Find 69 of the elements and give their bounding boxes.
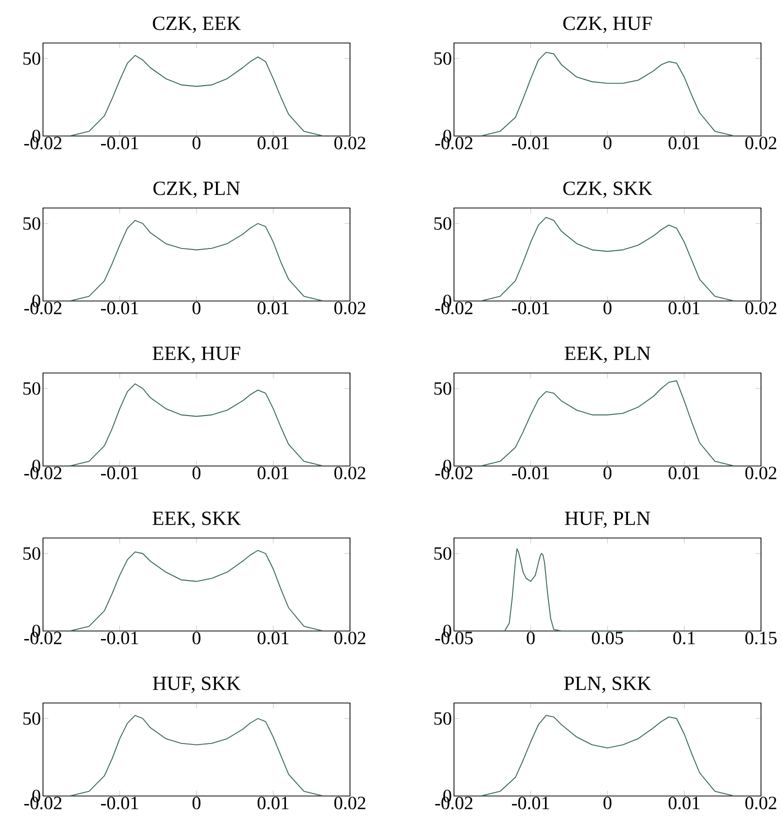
- x-tick-label: 0.01: [668, 796, 700, 810]
- x-tick-label: 0.1: [673, 632, 695, 644]
- line-series: [69, 383, 324, 466]
- x-tick-label: 0: [604, 302, 612, 314]
- x-tick-label: 0.02: [745, 302, 776, 314]
- x-tick-label: 0.01: [668, 302, 700, 314]
- y-tick-label: 50: [434, 52, 452, 65]
- line-series: [480, 52, 735, 136]
- x-tick-label: -0.01: [512, 466, 550, 480]
- y-tick-label: 50: [434, 712, 452, 725]
- x-tick-label: 0.02: [334, 136, 366, 150]
- chart-title: EEK, HUF: [152, 346, 240, 363]
- x-tick-label: 0: [604, 466, 612, 480]
- x-tick-label: -0.01: [100, 136, 138, 150]
- x-tick-label: -0.01: [512, 136, 550, 150]
- x-tick-label: 0: [192, 796, 200, 810]
- x-tick-label: 0.02: [334, 466, 366, 480]
- x-tick-label: 0.02: [334, 302, 366, 314]
- x-tick-label: -0.01: [100, 466, 138, 480]
- x-tick-label: 0: [192, 632, 200, 644]
- chart-title: HUF, SKK: [152, 676, 240, 693]
- x-tick-label: 0: [192, 136, 200, 150]
- line-series: [480, 380, 735, 466]
- y-tick-label: 50: [23, 52, 40, 65]
- chart-title: CZK, HUF: [563, 16, 652, 33]
- x-tick-label: 0.02: [745, 466, 776, 480]
- y-tick-label: 50: [434, 217, 452, 230]
- y-tick-label: 50: [23, 217, 40, 230]
- x-tick-label: 0.01: [258, 632, 288, 644]
- y-tick-label: 50: [23, 712, 40, 725]
- line-series: [69, 550, 324, 631]
- line-series: [69, 220, 324, 301]
- y-tick-label: 50: [434, 547, 452, 560]
- chart-title: PLN, SKK: [564, 676, 652, 693]
- x-tick-label: 0.05: [592, 632, 624, 644]
- x-tick-label: 0.01: [258, 466, 288, 480]
- x-tick-label: 0.02: [745, 796, 776, 810]
- x-tick-label: 0.02: [334, 632, 366, 644]
- x-tick-label: 0.01: [258, 796, 288, 810]
- chart-title: CZK, SKK: [563, 182, 652, 198]
- line-series: [69, 54, 324, 136]
- x-tick-label: 0.02: [334, 796, 366, 810]
- chart-title: HUF, PLN: [564, 512, 650, 528]
- x-tick-label: 0.02: [745, 136, 776, 150]
- x-tick-label: -0.01: [100, 796, 138, 810]
- x-tick-label: 0.01: [258, 136, 288, 150]
- line-series: [480, 714, 735, 796]
- chart-title: CZK, EEK: [152, 16, 241, 33]
- x-tick-label: 0: [192, 302, 200, 314]
- y-tick-label: 50: [23, 547, 40, 560]
- x-tick-label: 0.15: [745, 632, 777, 644]
- chart-title: EEK, SKK: [152, 512, 241, 528]
- x-tick-label: 0: [192, 466, 200, 480]
- y-tick-label: 50: [434, 382, 452, 395]
- x-tick-label: 0.01: [258, 302, 288, 314]
- x-tick-label: -0.01: [512, 796, 550, 810]
- x-tick-label: 0.01: [668, 136, 700, 150]
- x-tick-label: 0: [604, 136, 612, 150]
- x-tick-label: 0: [604, 796, 612, 810]
- x-tick-label: -0.01: [512, 302, 550, 314]
- y-tick-label: 50: [23, 382, 40, 395]
- x-tick-label: -0.01: [100, 302, 138, 314]
- x-tick-label: 0.01: [668, 466, 700, 480]
- x-tick-label: 0: [526, 632, 535, 644]
- line-series: [69, 714, 324, 796]
- chart-title: CZK, PLN: [153, 182, 240, 198]
- line-series: [480, 216, 735, 301]
- x-tick-label: -0.01: [100, 632, 138, 644]
- chart-title: EEK, PLN: [564, 346, 650, 363]
